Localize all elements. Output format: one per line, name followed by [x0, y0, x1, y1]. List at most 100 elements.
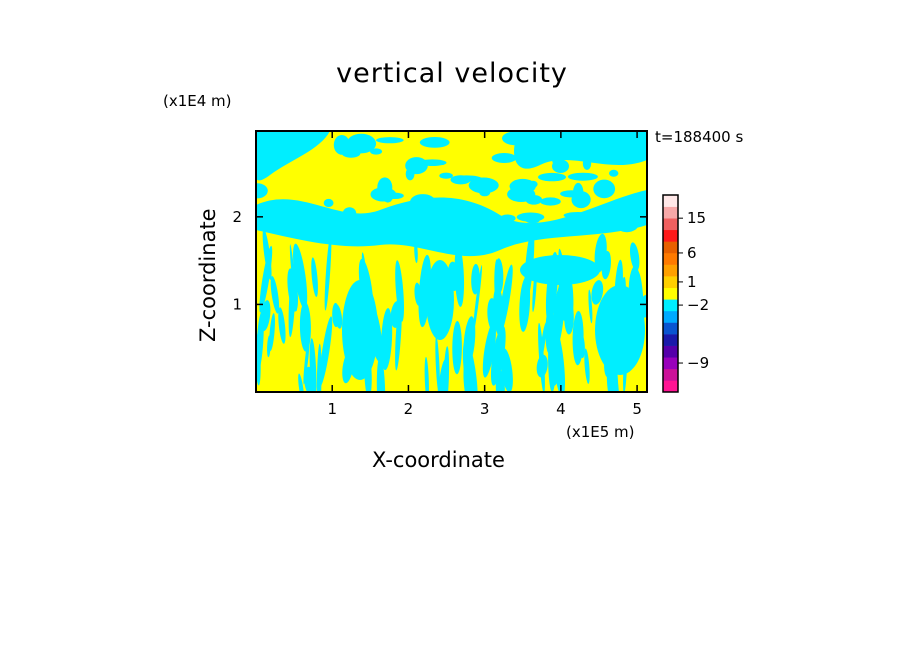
negative-region: [376, 356, 386, 392]
negative-region: [490, 325, 506, 386]
negative-region: [564, 300, 574, 335]
x-tick-label: 3: [480, 400, 490, 418]
negative-region: [443, 346, 450, 392]
colorbar-swatch: [663, 195, 678, 207]
colorbar-swatch: [663, 241, 678, 254]
x-tick-label: 1: [327, 400, 337, 418]
negative-region: [494, 259, 500, 305]
negative-region: [319, 316, 333, 387]
negative-region: [270, 276, 280, 314]
colorbar-swatch: [663, 252, 678, 265]
negative-region: [278, 307, 286, 344]
negative-region: [267, 335, 271, 358]
x-tick-label: 5: [632, 400, 642, 418]
colorbar-swatch: [663, 264, 678, 277]
negative-region: [459, 224, 478, 237]
negative-region: [545, 304, 554, 354]
x-axis-ticks: 1 2 3 4 5: [327, 131, 642, 418]
negative-region: [311, 257, 318, 298]
colorbar-swatch: [663, 322, 678, 335]
negative-region: [593, 179, 616, 199]
negative-region: [518, 145, 531, 152]
negative-region: [538, 172, 566, 182]
x-tick-label: 4: [556, 400, 566, 418]
negative-region: [584, 348, 590, 384]
negative-region: [288, 264, 296, 338]
colorbar-swatch: [663, 334, 678, 346]
negative-region: [334, 304, 343, 329]
negative-region: [548, 222, 561, 229]
negative-region: [571, 191, 591, 209]
negative-region: [591, 280, 604, 305]
negative-region: [479, 188, 491, 197]
negative-region: [298, 373, 305, 392]
negative-region: [324, 235, 332, 311]
negative-region: [629, 242, 640, 271]
negative-region: [567, 172, 598, 181]
y-axis-unit: (x1E4 m): [163, 92, 232, 110]
negative-region: [278, 133, 290, 144]
negative-region: [435, 336, 440, 392]
negative-region: [410, 194, 436, 210]
negative-region: [256, 183, 268, 199]
negative-region: [502, 131, 530, 146]
negative-region: [525, 216, 540, 224]
negative-region: [572, 311, 584, 366]
plot-area: [255, 130, 648, 393]
negative-region: [582, 157, 592, 170]
chart-title: vertical velocity: [336, 58, 568, 89]
negative-region: [260, 300, 271, 332]
y-axis-label: Z-coordinate: [196, 208, 220, 342]
plot-frame: [255, 130, 648, 393]
negative-region: [528, 180, 538, 188]
colorbar-swatch: [663, 357, 678, 370]
negative-region: [520, 255, 600, 285]
negative-region: [595, 285, 645, 375]
negative-region: [552, 159, 569, 173]
negative-region: [472, 265, 483, 335]
negative-region: [381, 308, 393, 371]
negative-region: [609, 169, 619, 177]
x-tick-label: 2: [404, 400, 414, 418]
negative-region: [377, 177, 393, 198]
negative-region: [601, 250, 611, 280]
negative-region: [439, 172, 453, 179]
colorbar-swatch: [663, 368, 678, 381]
colorbar-swatch: [663, 229, 678, 242]
negative-region: [491, 153, 517, 163]
colorbar-swatch: [663, 380, 678, 393]
negative-region: [446, 202, 461, 216]
negative-region: [482, 321, 496, 378]
negative-region: [299, 301, 311, 352]
negative-region: [551, 326, 566, 392]
negative-region: [304, 366, 317, 392]
negative-region: [588, 289, 593, 324]
negative-region: [262, 229, 272, 280]
negative-region: [499, 214, 516, 223]
negative-region: [370, 148, 383, 155]
colorbar-swatch: [663, 287, 678, 300]
x-axis-label: X-coordinate: [372, 448, 505, 472]
negative-region: [462, 340, 478, 392]
negative-region: [282, 212, 312, 231]
colorbar-swatch: [663, 276, 678, 289]
colorbar-swatch: [663, 206, 678, 219]
negative-region: [426, 260, 454, 340]
negative-region: [540, 197, 561, 206]
negative-region: [497, 264, 513, 338]
negative-region: [585, 138, 611, 148]
negative-region: [414, 240, 418, 263]
colorbar-swatch: [663, 345, 678, 358]
colorbar-swatch: [663, 310, 678, 323]
colorbar-swatch: [663, 218, 678, 231]
negative-region: [452, 321, 462, 375]
negative-region: [405, 167, 415, 181]
time-stamp-label: t=188400 s: [655, 128, 744, 146]
negative-region: [385, 192, 404, 199]
colorbar-frame: [662, 194, 679, 393]
colorbar-label: 15: [687, 209, 706, 227]
colorbar-label: 1: [687, 273, 697, 291]
y-axis-ticks: 12: [232, 208, 647, 313]
negative-region: [538, 322, 545, 392]
